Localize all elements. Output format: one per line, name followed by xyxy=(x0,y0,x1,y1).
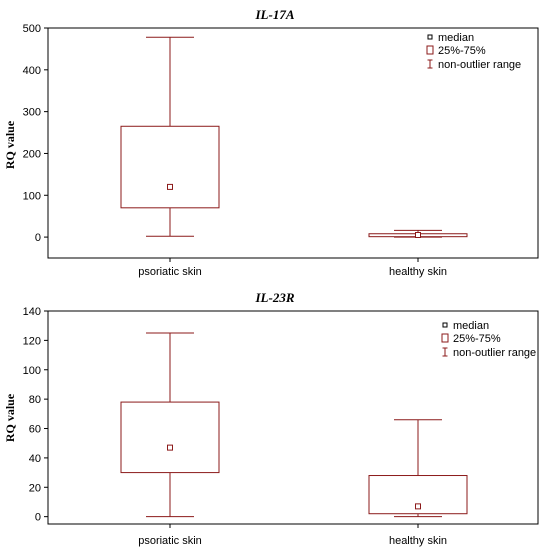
y-axis-label: RQ value xyxy=(3,120,17,169)
y-tick-label: 20 xyxy=(29,482,41,494)
median-marker xyxy=(415,503,421,510)
chart-title: IL-17A xyxy=(255,7,295,22)
y-tick-label: 300 xyxy=(23,107,41,119)
legend-label-iqr: 25%-75% xyxy=(453,333,501,345)
legend-median-symbol xyxy=(442,322,448,328)
y-tick-label: 0 xyxy=(35,232,41,244)
median-marker xyxy=(167,183,173,190)
y-axis-ticks: 0 100 200 300 400 500 xyxy=(23,23,48,244)
legend-label-median: median xyxy=(453,320,489,332)
legend-box-symbol xyxy=(426,45,434,55)
iqr-box xyxy=(120,401,220,474)
median-marker xyxy=(167,444,173,451)
y-axis-ticks: 0 20 40 60 80 100 120 140 xyxy=(23,306,48,524)
y-tick-label: 400 xyxy=(23,65,41,77)
category-labels: psoriatic skin healthy skin xyxy=(138,258,447,278)
legend-label-iqr: 25%-75% xyxy=(438,45,486,57)
box-series xyxy=(120,36,468,238)
box-healthy-skin xyxy=(368,229,468,238)
legend-label-median: median xyxy=(438,32,474,44)
x-tick-label: psoriatic skin xyxy=(138,266,202,278)
box-psoriatic-skin xyxy=(120,332,220,518)
y-tick-label: 60 xyxy=(29,424,41,436)
plot-frame xyxy=(47,27,539,259)
y-tick-label: 500 xyxy=(23,23,41,35)
box-healthy-skin xyxy=(368,419,468,518)
chart-il17a: IL-17A RQ value 0 100 200 300 400 500 psoriat… xyxy=(3,7,539,278)
y-axis-label: RQ value xyxy=(3,393,17,442)
y-tick-label: 140 xyxy=(23,306,41,318)
y-tick-label: 100 xyxy=(23,365,41,377)
box-series xyxy=(120,332,468,518)
legend-median-symbol xyxy=(427,34,433,40)
y-tick-label: 120 xyxy=(23,335,41,347)
x-tick-label: healthy skin xyxy=(389,266,447,278)
chart-il23r: IL-23R RQ value 0 20 40 60 80 100 120 140 psori… xyxy=(3,290,539,547)
legend-label-range: non-outlier range xyxy=(438,59,521,71)
category-labels: psoriatic skin healthy skin xyxy=(138,524,447,547)
box-psoriatic-skin xyxy=(120,36,220,237)
x-tick-label: healthy skin xyxy=(389,535,447,547)
legend-box-symbol xyxy=(441,333,449,343)
iqr-box xyxy=(120,125,220,209)
x-tick-label: psoriatic skin xyxy=(138,535,202,547)
y-tick-label: 80 xyxy=(29,394,41,406)
y-tick-label: 100 xyxy=(23,190,41,202)
y-tick-label: 200 xyxy=(23,148,41,160)
y-tick-label: 40 xyxy=(29,453,41,465)
y-tick-label: 0 xyxy=(35,512,41,524)
chart-title: IL-23R xyxy=(255,290,295,305)
plot-frame xyxy=(47,310,539,525)
median-marker xyxy=(415,232,421,238)
legend-label-range: non-outlier range xyxy=(453,347,536,359)
